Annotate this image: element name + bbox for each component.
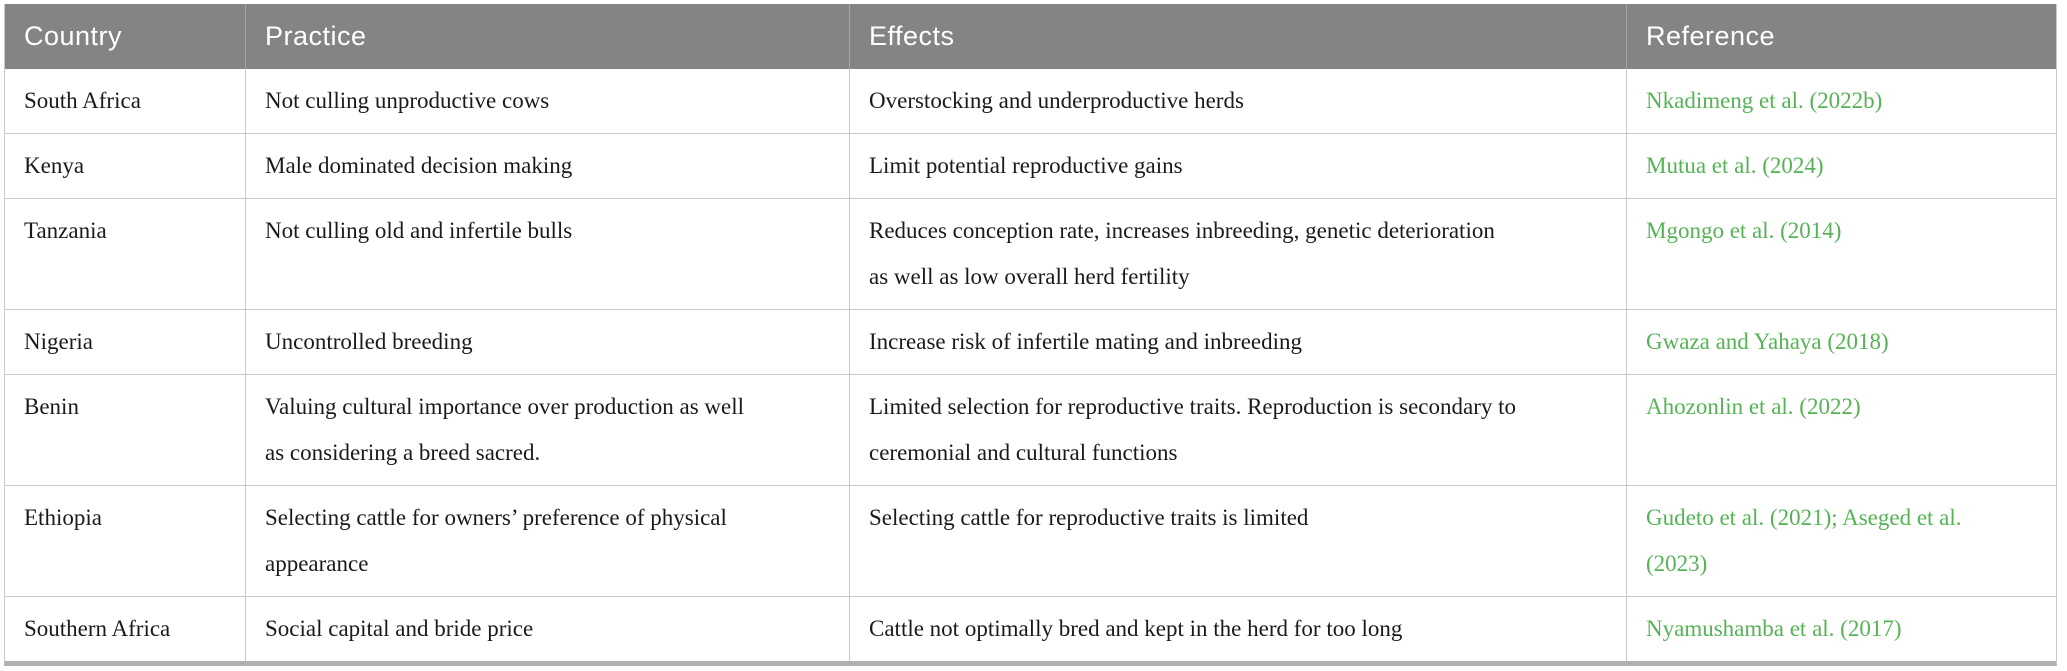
practice-text: Not culling old and infertile bulls (265, 218, 573, 243)
cell-country: Ethiopia (5, 486, 245, 596)
country-label: Tanzania (24, 218, 107, 243)
effects-text: Increase risk of infertile mating and in… (869, 329, 1303, 354)
table-body: South Africa Not culling unproductive co… (5, 69, 2056, 661)
cell-country: Southern Africa (5, 597, 245, 661)
cell-effects: Limit potential reproductive gains (849, 134, 1626, 198)
cell-reference: Mutua et al. (2024) (1626, 134, 2056, 198)
column-header-practice: Practice (245, 4, 849, 69)
country-label: Benin (24, 394, 79, 419)
cell-effects: Overstocking and underproductive herds (849, 69, 1626, 133)
table-row: Tanzania Not culling old and infertile b… (5, 199, 2056, 310)
cell-country: Nigeria (5, 310, 245, 374)
effects-text: Reduces conception rate, increases inbre… (869, 218, 1495, 289)
practice-text: Not culling unproductive cows (265, 88, 550, 113)
cell-reference: Nkadimeng et al. (2022b) (1626, 69, 2056, 133)
country-label: South Africa (24, 88, 141, 113)
cell-practice: Selecting cattle for owners’ preference … (245, 486, 849, 596)
effects-text: Limit potential reproductive gains (869, 153, 1183, 178)
effects-text: Limited selection for reproductive trait… (869, 394, 1517, 465)
reference-link[interactable]: Nkadimeng et al. (2022b) (1646, 88, 1883, 113)
reference-link[interactable]: Mutua et al. (2024) (1646, 153, 1824, 178)
reference-link[interactable]: Ahozonlin et al. (2022) (1646, 394, 1861, 419)
practice-text: Social capital and bride price (265, 616, 534, 641)
table-row: South Africa Not culling unproductive co… (5, 69, 2056, 134)
cell-practice: Uncontrolled breeding (245, 310, 849, 374)
table-row: Benin Valuing cultural importance over p… (5, 375, 2056, 486)
country-label: Nigeria (24, 329, 93, 354)
cell-effects: Selecting cattle for reproductive traits… (849, 486, 1626, 596)
practice-text: Selecting cattle for owners’ preference … (265, 505, 727, 576)
table-header-row: Country Practice Effects Reference (5, 4, 2056, 69)
country-label: Southern Africa (24, 616, 171, 641)
table-row: Kenya Male dominated decision making Lim… (5, 134, 2056, 199)
effects-text: Overstocking and underproductive herds (869, 88, 1244, 113)
table-row: Ethiopia Selecting cattle for owners’ pr… (5, 486, 2056, 597)
practice-text: Valuing cultural importance over product… (265, 394, 745, 465)
cell-practice: Valuing cultural importance over product… (245, 375, 849, 485)
cell-country: Tanzania (5, 199, 245, 309)
cell-reference: Gwaza and Yahaya (2018) (1626, 310, 2056, 374)
cell-effects: Limited selection for reproductive trait… (849, 375, 1626, 485)
cell-practice: Male dominated decision making (245, 134, 849, 198)
reference-link[interactable]: Nyamushamba et al. (2017) (1646, 616, 1902, 641)
reference-link[interactable]: Mgongo et al. (2014) (1646, 218, 1842, 243)
cell-practice: Not culling unproductive cows (245, 69, 849, 133)
cell-country: Benin (5, 375, 245, 485)
cell-practice: Not culling old and infertile bulls (245, 199, 849, 309)
reference-link[interactable]: Gwaza and Yahaya (2018) (1646, 329, 1889, 354)
reference-link[interactable]: Gudeto et al. (2021); Aseged et al. (202… (1646, 505, 1962, 576)
column-header-effects: Effects (849, 4, 1626, 69)
cell-reference: Nyamushamba et al. (2017) (1626, 597, 2056, 661)
cell-reference: Ahozonlin et al. (2022) (1626, 375, 2056, 485)
effects-text: Selecting cattle for reproductive traits… (869, 505, 1309, 530)
column-header-country: Country (24, 21, 123, 51)
cell-reference: Gudeto et al. (2021); Aseged et al. (202… (1626, 486, 2056, 596)
table-row: Southern Africa Social capital and bride… (5, 597, 2056, 661)
cell-country: Kenya (5, 134, 245, 198)
cell-reference: Mgongo et al. (2014) (1626, 199, 2056, 309)
column-header-reference: Reference (1626, 4, 2056, 69)
cell-effects: Reduces conception rate, increases inbre… (849, 199, 1626, 309)
cell-country: South Africa (5, 69, 245, 133)
practices-effects-table: Country Practice Effects Reference South… (4, 4, 2057, 666)
country-label: Ethiopia (24, 505, 102, 530)
table-row: Nigeria Uncontrolled breeding Increase r… (5, 310, 2056, 375)
cell-effects: Increase risk of infertile mating and in… (849, 310, 1626, 374)
practice-text: Male dominated decision making (265, 153, 573, 178)
country-label: Kenya (24, 153, 85, 178)
cell-effects: Cattle not optimally bred and kept in th… (849, 597, 1626, 661)
effects-text: Cattle not optimally bred and kept in th… (869, 616, 1403, 641)
practice-text: Uncontrolled breeding (265, 329, 473, 354)
cell-practice: Social capital and bride price (245, 597, 849, 661)
